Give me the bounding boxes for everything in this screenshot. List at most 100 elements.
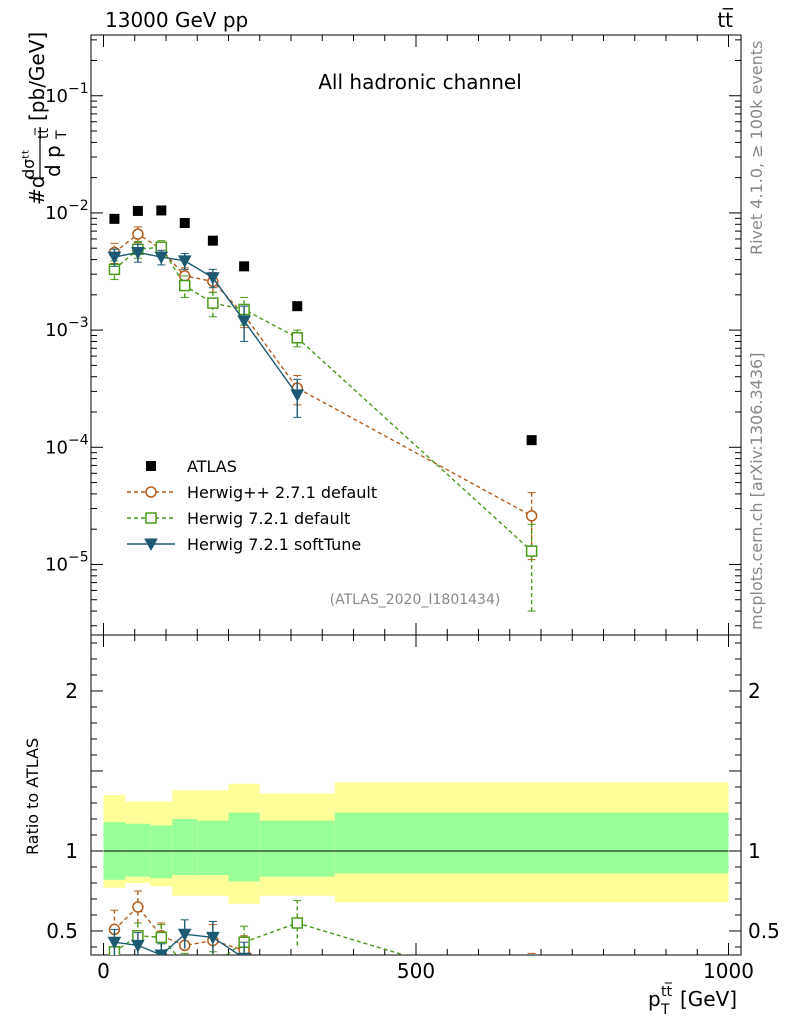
series-point-1-3 — [179, 279, 191, 292]
series-point-2-1 — [131, 246, 145, 260]
process-label: tt̅ — [717, 7, 734, 32]
legend-label-0: ATLAS — [187, 457, 237, 476]
inner-band-3 — [172, 819, 198, 875]
ratio-point-2-4 — [206, 931, 220, 945]
legend-marker-3 — [144, 538, 158, 552]
y-label-sup: tt̅ — [34, 127, 52, 139]
series-point-2-4 — [206, 272, 220, 285]
ratio-point-1-4 — [208, 960, 218, 970]
y-tick-label-base-4: 10 — [45, 554, 68, 575]
x-tick-label-0: 0 — [97, 959, 110, 983]
y-tick-label-base-0: 10 — [45, 86, 68, 107]
ratio-tick-label-right-0: 0.5 — [748, 919, 780, 943]
x-label-units: [GeV] — [680, 987, 737, 1011]
data-point-5 — [239, 261, 250, 272]
ratio-point-0-6 — [292, 974, 302, 984]
series-point-0-1 — [132, 228, 144, 240]
energy-label: 13000 GeV pp — [105, 8, 248, 32]
y-tick-label-exp-0: −1 — [68, 81, 89, 97]
ratio-bands — [103, 782, 729, 904]
legend-marker-2 — [145, 512, 157, 524]
legend-label-1: Herwig++ 2.7.1 default — [187, 483, 377, 502]
y-label-denominator: d p — [41, 145, 65, 177]
series-point-2-5 — [237, 315, 251, 328]
y-tick-label-base-3: 10 — [45, 437, 68, 458]
ratio-point-1-2 — [155, 931, 168, 944]
y-tick-label-exp-4: −5 — [68, 549, 89, 565]
ratio-line-1 — [114, 922, 407, 955]
mc-series-main — [107, 226, 538, 612]
ratio-point-1-7 — [527, 988, 537, 998]
ratio-point-0-1 — [132, 901, 144, 913]
ratio-clip — [107, 890, 537, 998]
ratio-tick-label-left-0: 0.5 — [46, 919, 78, 943]
ratio-y-axis-label: Ratio to ATLAS — [23, 738, 42, 855]
data-point-2 — [156, 205, 167, 216]
inner-band-4 — [197, 820, 229, 875]
inner-band-5 — [228, 812, 260, 882]
series-point-2-0 — [107, 251, 122, 265]
y-label-prefix: #d — [25, 176, 49, 205]
x-label-main: p — [648, 987, 661, 1011]
inner-band-1 — [125, 823, 151, 877]
ratio-tick-label-right-2: 2 — [748, 679, 761, 703]
series-line-1 — [113, 246, 533, 552]
x-axis-label: p T tt̅ [GeV] — [648, 982, 737, 1018]
ratio-point-2-3 — [177, 928, 192, 942]
data-point-4 — [207, 235, 218, 246]
series-point-1-7 — [525, 545, 538, 557]
ratio-point-2-6 — [291, 977, 303, 988]
series-point-2-3 — [177, 255, 192, 268]
ratio-tick-label-left-2: 2 — [65, 679, 78, 703]
ratio-point-2-5 — [237, 952, 251, 955]
data-points — [109, 205, 537, 446]
ratio-line-0 — [113, 905, 255, 955]
series-point-0-7 — [525, 510, 538, 522]
ratio-ticks: 0.5 0.5 1 1 2 2 — [46, 642, 780, 948]
series-line-0 — [114, 233, 532, 517]
main-y-axis-label: #d dσᵗᵗ d p T tt̅ [pb/GeV] — [19, 32, 70, 205]
mc-series-ratio — [107, 890, 537, 998]
channel-label: All hadronic channel — [318, 70, 522, 94]
ratio-tick-label-right-1: 1 — [748, 839, 761, 863]
ratio-point-2-1 — [131, 939, 145, 953]
data-point-0 — [109, 213, 120, 224]
data-point-3 — [179, 218, 190, 229]
data-point-1 — [132, 205, 143, 216]
x-tick-label-2: 1000 — [703, 959, 754, 983]
rivet-version-label: Rivet 4.1.0, ≥ 100k events — [747, 41, 766, 255]
legend-label-2: Herwig 7.2.1 default — [187, 509, 350, 528]
x-label-sup: tt̅ — [661, 982, 673, 1000]
y-label-numerator: dσᵗᵗ — [19, 149, 38, 179]
y-label-units: [pb/GeV] — [25, 32, 49, 121]
series-point-1-6 — [291, 332, 303, 344]
ratio-point-1-6 — [291, 917, 303, 929]
main-ticks: 10−110−210−310−410−5 — [45, 39, 741, 627]
y-tick-label-exp-3: −4 — [68, 432, 89, 448]
y-tick-label-exp-2: −3 — [68, 315, 89, 331]
data-point-6 — [292, 301, 303, 312]
series-point-1-4 — [207, 297, 219, 309]
legend-marker-1 — [145, 486, 157, 498]
ratio-point-1-3 — [180, 960, 190, 970]
y-tick-label-base-1: 10 — [45, 203, 68, 224]
series-line-2 — [114, 251, 298, 396]
analysis-id: (ATLAS_2020_I1801434) — [330, 592, 501, 608]
series-point-2-6 — [290, 389, 305, 402]
mcplots-label: mcplots.cern.ch [arXiv:1306.3436] — [747, 353, 766, 630]
ratio-point-0-7 — [527, 969, 537, 979]
legend-label-3: Herwig 7.2.1 softTune — [187, 535, 361, 554]
ratio-tick-label-left-1: 1 — [65, 839, 78, 863]
x-label-sub: T — [660, 1002, 670, 1018]
legend: ATLAS Herwig++ 2.7.1 default Herwig 7.2.1 … — [127, 457, 377, 554]
inner-band-7 — [334, 812, 729, 874]
x-ticks: 0 500 1000 — [97, 35, 754, 983]
x-tick-label-1: 500 — [397, 959, 435, 983]
inner-band-6 — [259, 820, 335, 877]
ratio-point-2-0 — [107, 936, 122, 950]
y-label-sub: T — [54, 130, 70, 140]
ratio-point-2-2 — [154, 949, 169, 955]
legend-marker-0 — [146, 461, 156, 471]
data-point-7 — [526, 435, 537, 446]
y-tick-label-exp-1: −2 — [68, 198, 89, 214]
